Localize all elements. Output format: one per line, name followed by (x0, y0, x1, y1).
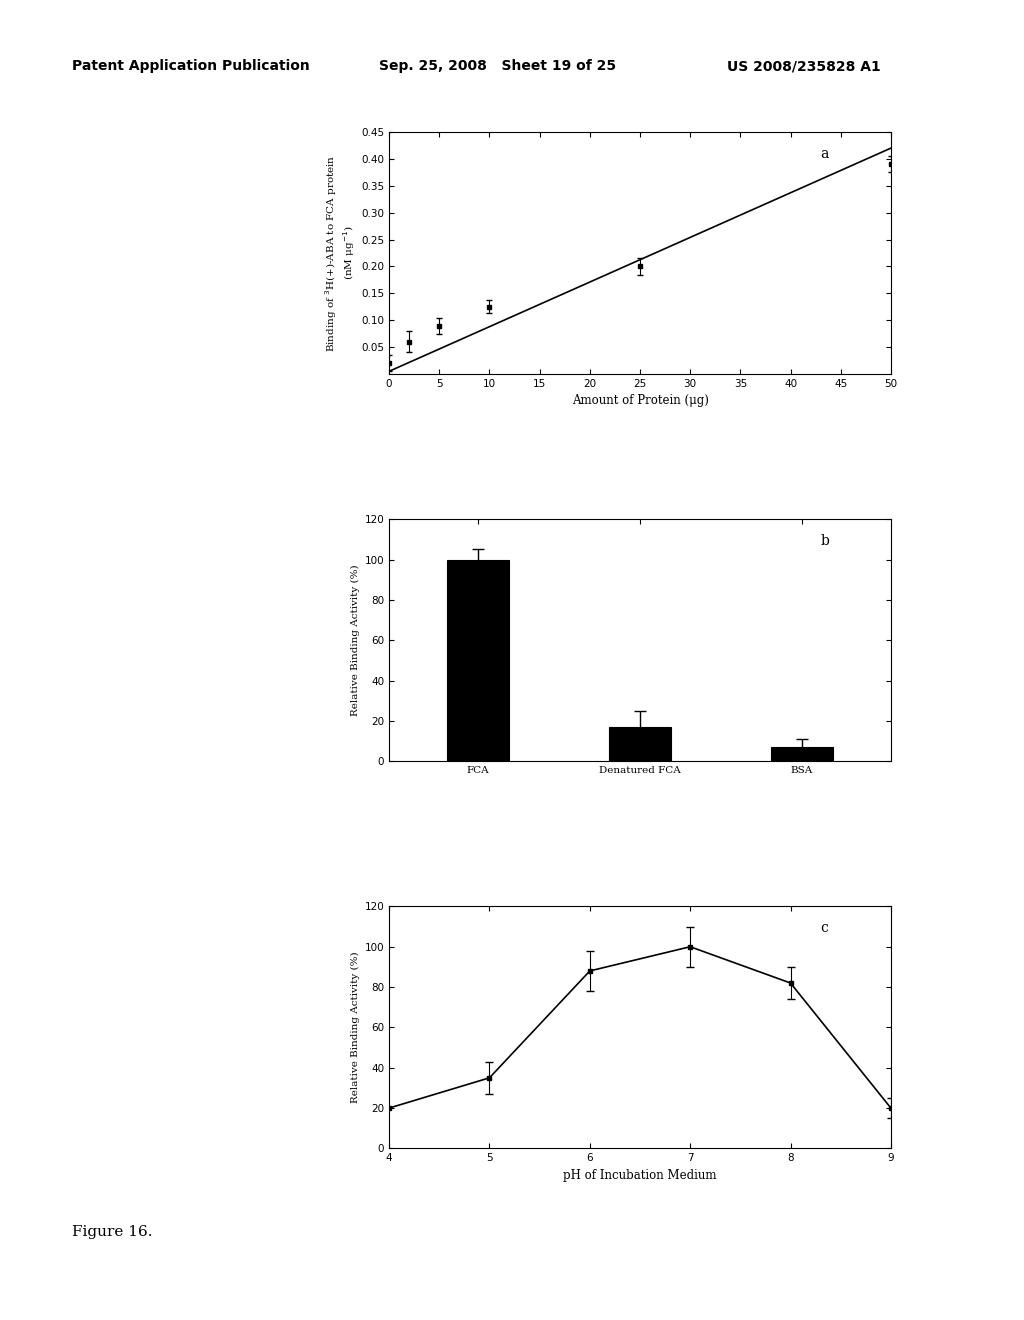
Text: Sep. 25, 2008   Sheet 19 of 25: Sep. 25, 2008 Sheet 19 of 25 (379, 59, 616, 74)
Y-axis label: Relative Binding Activity (%): Relative Binding Activity (%) (351, 565, 360, 715)
X-axis label: Amount of Protein (μg): Amount of Protein (μg) (571, 395, 709, 408)
Text: b: b (820, 533, 829, 548)
Text: c: c (820, 921, 828, 935)
Text: US 2008/235828 A1: US 2008/235828 A1 (727, 59, 881, 74)
Bar (447, 560, 509, 762)
Text: Patent Application Publication: Patent Application Publication (72, 59, 309, 74)
Y-axis label: Relative Binding Activity (%): Relative Binding Activity (%) (351, 952, 360, 1104)
Text: Figure 16.: Figure 16. (72, 1225, 153, 1239)
Text: a: a (820, 147, 829, 161)
Y-axis label: Binding of $^3$H(+)-ABA to FCA protein
(nM μg$^{-1}$): Binding of $^3$H(+)-ABA to FCA protein (… (323, 154, 357, 351)
Bar (771, 747, 833, 762)
X-axis label: pH of Incubation Medium: pH of Incubation Medium (563, 1168, 717, 1181)
Bar (609, 727, 671, 762)
